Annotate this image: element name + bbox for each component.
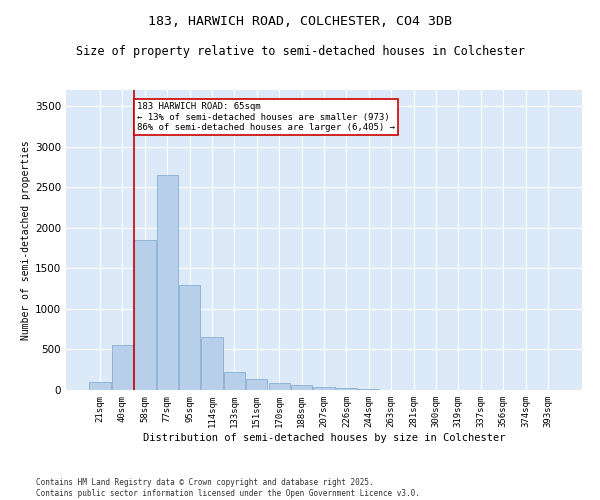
Y-axis label: Number of semi-detached properties: Number of semi-detached properties — [21, 140, 31, 340]
Text: Size of property relative to semi-detached houses in Colchester: Size of property relative to semi-detach… — [76, 45, 524, 58]
Bar — [134, 240, 155, 390]
Bar — [358, 389, 379, 390]
Text: 183, HARWICH ROAD, COLCHESTER, CO4 3DB: 183, HARWICH ROAD, COLCHESTER, CO4 3DB — [148, 15, 452, 28]
Bar — [313, 387, 335, 390]
X-axis label: Distribution of semi-detached houses by size in Colchester: Distribution of semi-detached houses by … — [143, 432, 505, 442]
Bar — [89, 382, 111, 390]
Text: 183 HARWICH ROAD: 65sqm
← 13% of semi-detached houses are smaller (973)
86% of s: 183 HARWICH ROAD: 65sqm ← 13% of semi-de… — [137, 102, 395, 132]
Text: Contains HM Land Registry data © Crown copyright and database right 2025.
Contai: Contains HM Land Registry data © Crown c… — [36, 478, 420, 498]
Bar — [291, 384, 312, 390]
Bar — [246, 380, 268, 390]
Bar — [179, 284, 200, 390]
Bar — [224, 372, 245, 390]
Bar — [336, 388, 357, 390]
Bar — [157, 175, 178, 390]
Bar — [112, 346, 133, 390]
Bar — [269, 382, 290, 390]
Bar — [202, 338, 223, 390]
